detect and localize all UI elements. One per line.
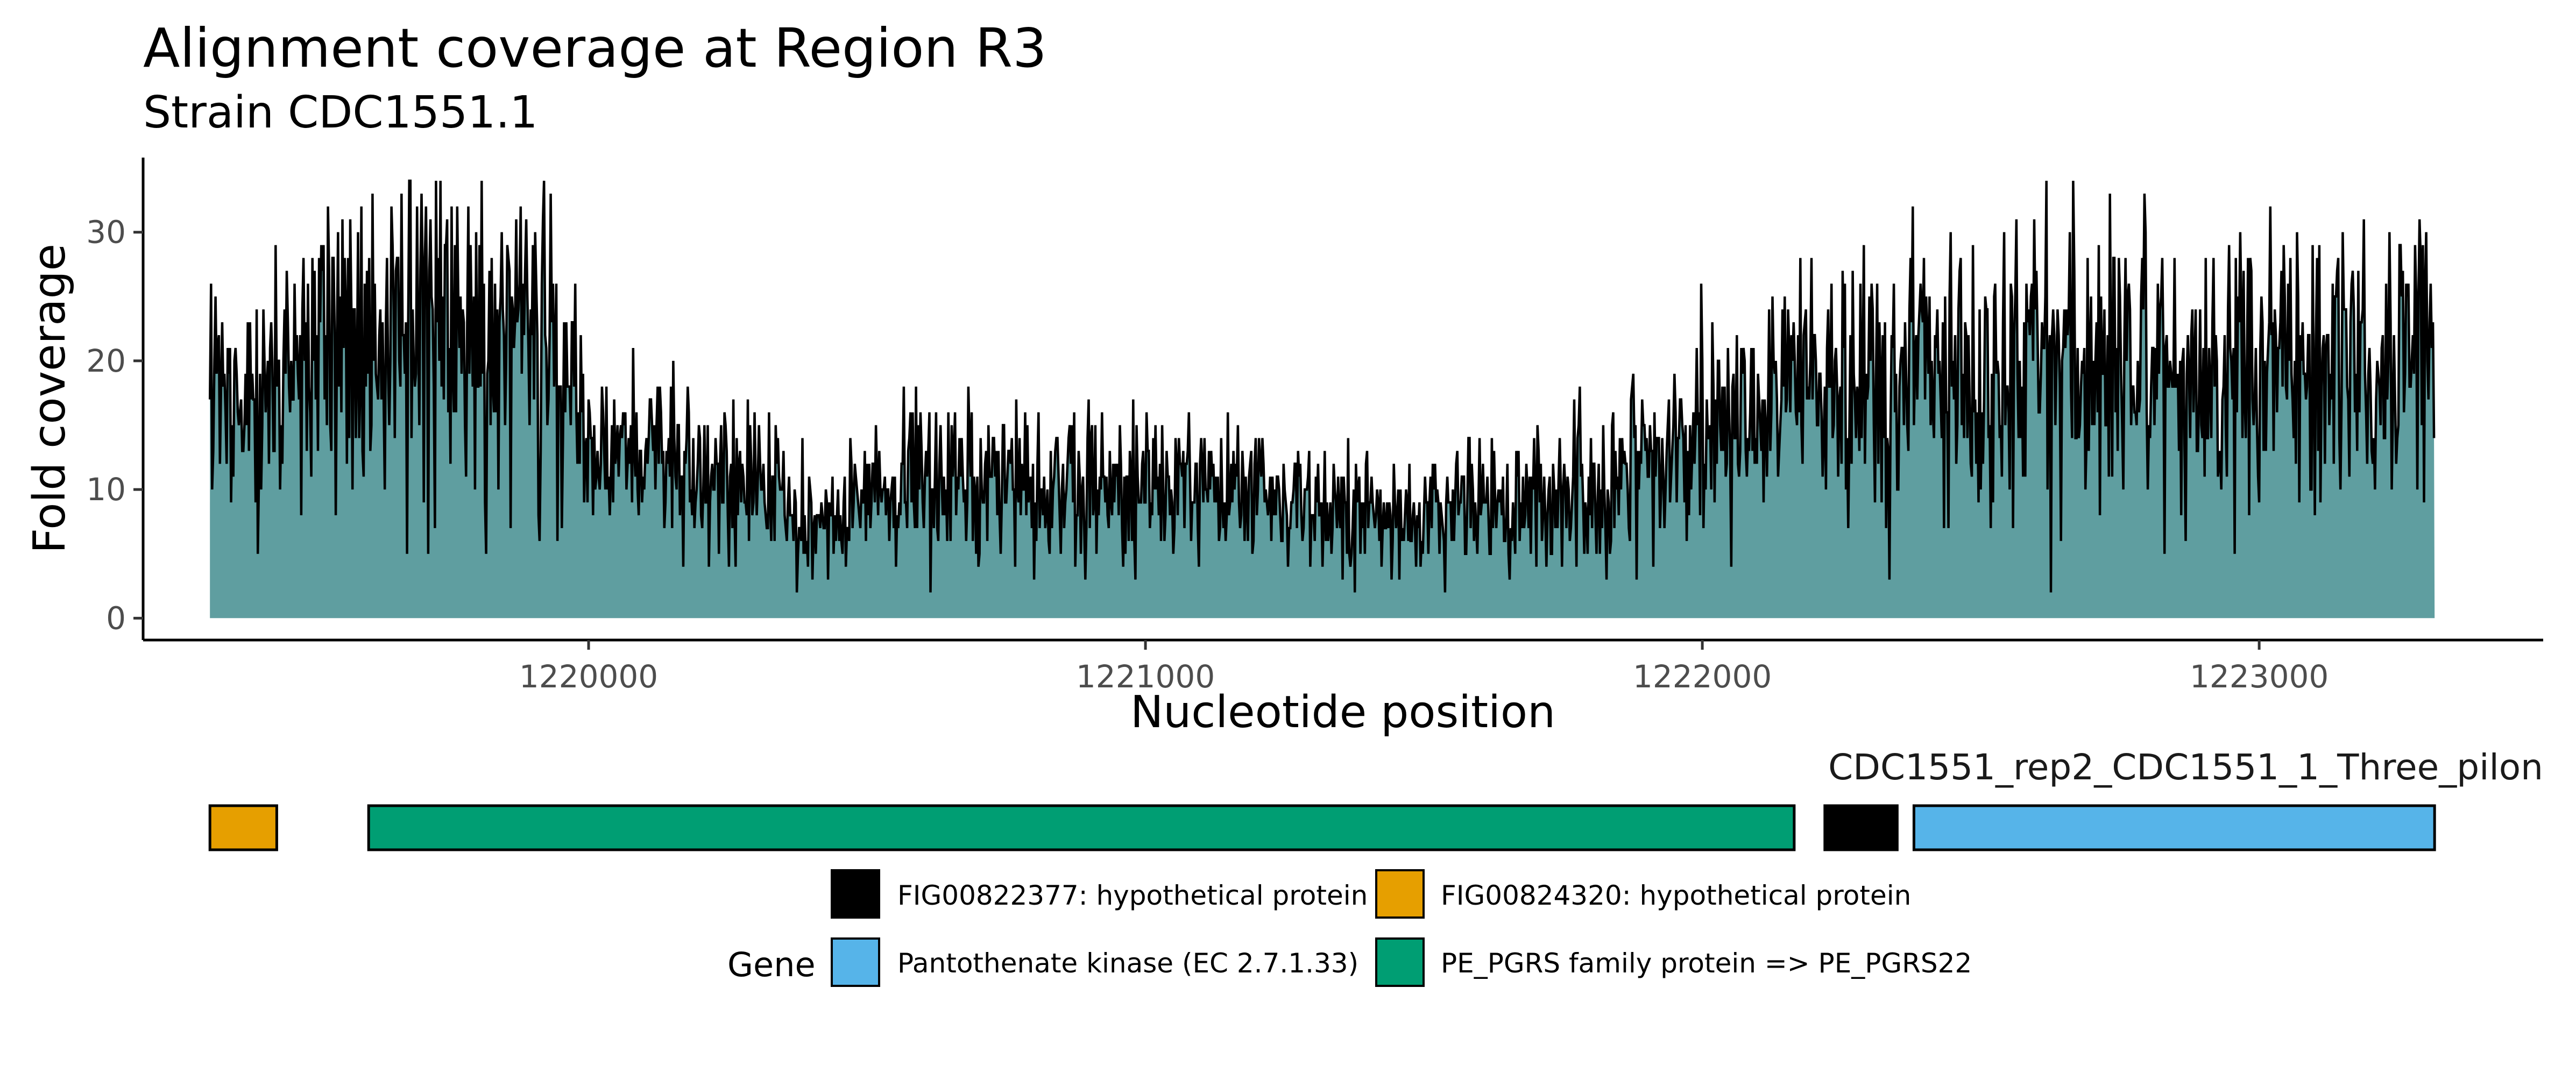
legend-key-pantothenate-kinase [831,937,880,987]
coverage-panel: 0 10 20 30 1220000 1221000 1222000 1223000 Nuc… [24,158,2543,738]
legend-key-fig00822377 [831,869,880,919]
x-tick-label: 1223000 [2190,658,2329,695]
gene-track: CDC1551_rep2_CDC1551_1_Three_pilon [208,747,2543,851]
x-tick-label: 1220000 [519,658,658,695]
gene-box [1823,804,1899,851]
y-tick-label: 30 [86,214,126,251]
y-tick-label: 20 [86,343,126,379]
legend-label-pantothenate-kinase: Pantothenate kinase (EC 2.7.1.33) [897,948,1358,979]
legend-label-fig00824320: FIG00824320: hypothetical protein [1441,880,1911,911]
coverage-area [210,181,2435,619]
legend-key-fig00824320 [1375,869,1425,919]
coverage-line [208,179,2436,593]
x-axis-ticks: 1220000 1221000 1222000 1223000 [519,640,2329,695]
chart-subtitle: Strain CDC1551.1 [143,87,538,138]
x-tick-label: 1222000 [1633,658,1772,695]
y-tick-label: 10 [86,471,126,508]
gene-legend: Gene FIG00822377: hypothetical protein F… [727,869,1972,987]
x-axis-title: Nucleotide position [1130,687,1555,738]
y-axis-ticks: 0 10 20 30 [86,214,143,636]
y-tick-label: 0 [106,600,126,636]
legend-label-fig00822377: FIG00822377: hypothetical protein [897,880,1368,911]
gene-box [367,804,1796,851]
gene-box [1912,804,2436,851]
legend-key-pe-pgrs22 [1375,937,1425,987]
x-tick-label: 1221000 [1076,658,1215,695]
chart-title: Alignment coverage at Region R3 [143,17,1047,80]
gene-box [208,804,278,851]
legend-label-pe-pgrs22: PE_PGRS family protein => PE_PGRS22 [1441,948,1972,979]
gene-track-label: CDC1551_rep2_CDC1551_1_Three_pilon [1828,747,2543,788]
gene-boxes [208,804,2436,851]
y-axis-title: Fold coverage [24,244,75,553]
legend-title: Gene [727,945,816,984]
